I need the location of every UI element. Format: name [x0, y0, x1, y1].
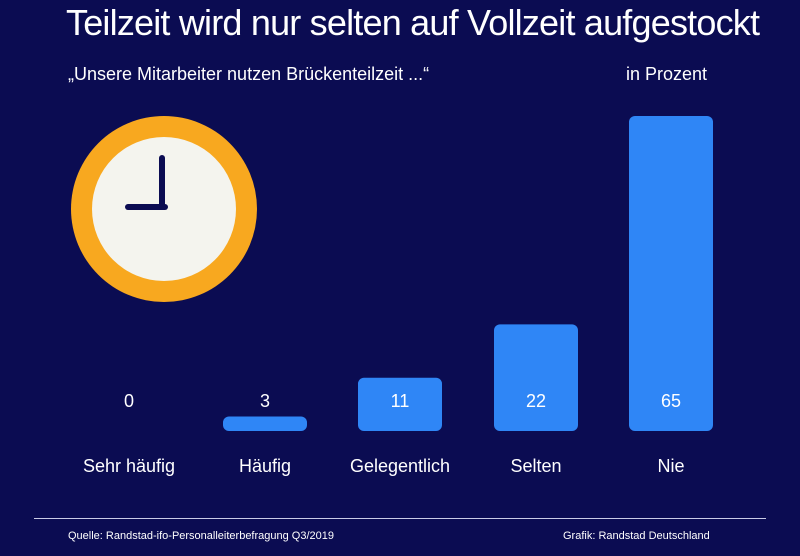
- category-labels-group: Sehr häufig Häufig Gelegentlich Selten Nie: [83, 456, 685, 476]
- chart-title: Teilzeit wird nur selten auf Vollzeit au…: [66, 2, 760, 43]
- category-label-3: Selten: [510, 456, 561, 476]
- value-label-0: 0: [124, 391, 134, 411]
- bar-2: [358, 377, 442, 431]
- bar-3: [494, 324, 578, 431]
- category-label-1: Häufig: [239, 456, 291, 476]
- value-label-1: 3: [260, 391, 270, 411]
- clock-icon: [71, 116, 257, 302]
- chart-subtitle: „Unsere Mitarbeiter nutzen Brückenteilze…: [68, 64, 430, 84]
- value-label-2: 11: [391, 391, 410, 411]
- bar-1: [223, 416, 307, 431]
- unit-label: in Prozent: [626, 64, 708, 84]
- value-label-3: 22: [526, 391, 546, 411]
- category-label-0: Sehr häufig: [83, 456, 175, 476]
- bars-group: [223, 116, 713, 431]
- value-labels-group: 0 3 11 22 65: [124, 391, 681, 411]
- source-note: Quelle: Randstad-ifo-Personalleiterbefra…: [68, 530, 334, 542]
- footer-divider: [34, 518, 766, 519]
- credit-note: Grafik: Randstad Deutschland: [563, 530, 710, 542]
- category-label-2: Gelegentlich: [350, 456, 450, 476]
- category-label-4: Nie: [657, 456, 684, 476]
- value-label-4: 65: [661, 391, 681, 411]
- bar-4: [629, 116, 713, 431]
